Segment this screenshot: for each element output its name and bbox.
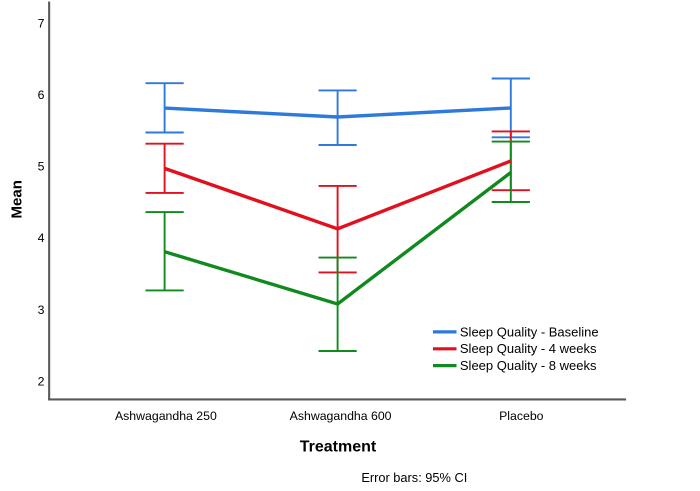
svg-text:Treatment: Treatment	[300, 439, 377, 456]
svg-text:Sleep Quality - 4 weeks: Sleep Quality - 4 weeks	[460, 341, 597, 356]
svg-text:6: 6	[38, 88, 45, 102]
svg-text:Error bars: 95% CI: Error bars: 95% CI	[361, 470, 467, 485]
svg-text:Ashwagandha 600: Ashwagandha 600	[290, 409, 392, 423]
svg-text:Sleep Quality - Baseline: Sleep Quality - Baseline	[460, 324, 599, 339]
svg-text:Placebo: Placebo	[499, 409, 544, 423]
svg-text:Ashwagandha 250: Ashwagandha 250	[115, 409, 217, 423]
svg-text:7: 7	[38, 17, 45, 31]
svg-text:Sleep Quality - 8 weeks: Sleep Quality - 8 weeks	[460, 358, 597, 373]
svg-text:2: 2	[38, 374, 45, 388]
svg-text:4: 4	[38, 231, 45, 245]
svg-text:3: 3	[38, 303, 45, 317]
svg-text:5: 5	[38, 160, 45, 174]
svg-text:Mean: Mean	[9, 180, 26, 218]
